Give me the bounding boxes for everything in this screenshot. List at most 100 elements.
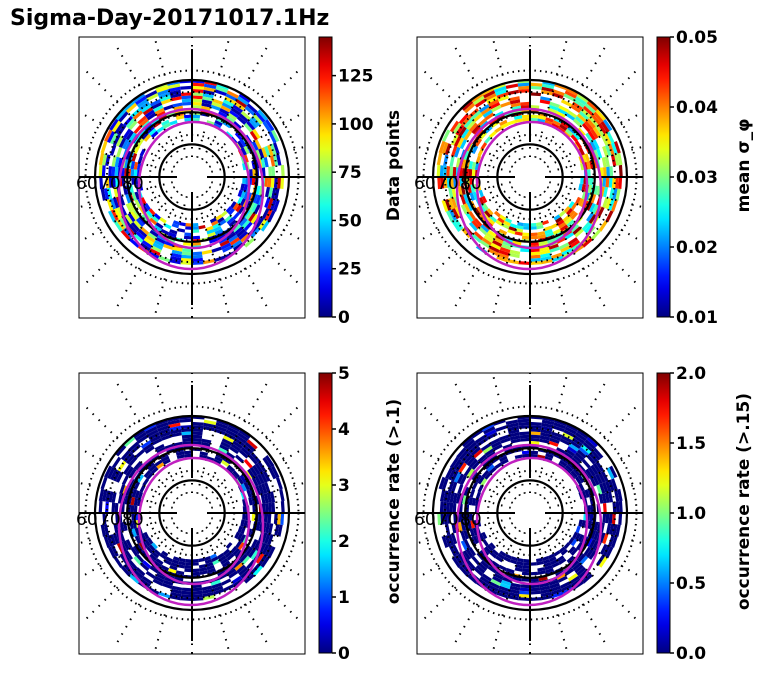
heatmap-cell (497, 588, 509, 596)
heatmap-cell (142, 106, 154, 116)
heatmap-cell (498, 455, 508, 463)
heatmap-cell (192, 261, 204, 265)
heatmap-cell (518, 593, 530, 598)
heatmap-cell (521, 114, 530, 119)
heatmap-cell (133, 505, 138, 513)
heatmap-cell (119, 522, 125, 532)
heatmap-cell (436, 164, 441, 177)
heatmap-cell (182, 248, 192, 253)
heatmap-cell (133, 569, 144, 579)
heatmap-cell (497, 95, 509, 102)
heatmap-cell (492, 239, 503, 248)
heatmap-cell (601, 156, 607, 168)
heatmap-cell (485, 232, 496, 241)
heatmap-cell (519, 431, 530, 436)
heatmap-cell (255, 217, 265, 228)
heatmap-cell (565, 423, 579, 432)
heatmap-cell (155, 573, 166, 581)
heatmap-cell (217, 216, 225, 224)
heatmap-cell (255, 149, 262, 160)
heatmap-cell (101, 153, 108, 166)
heatmap-cell (264, 119, 275, 131)
heatmap-cell (469, 192, 475, 202)
heatmap-cell (260, 472, 268, 483)
heatmap-cell (530, 242, 539, 246)
heatmap-cell (451, 522, 457, 534)
heatmap-cell (192, 597, 204, 601)
heatmap-cell (146, 472, 154, 480)
heatmap-cell (468, 211, 477, 221)
heatmap-cell (240, 147, 247, 156)
heatmap-cell (173, 441, 184, 447)
heatmap-cell (184, 568, 192, 573)
heatmap-cell (574, 564, 584, 574)
heatmap-cell (174, 576, 184, 582)
heatmap-cell (536, 221, 543, 227)
heatmap-cell (509, 99, 521, 105)
heatmap-cell (134, 199, 141, 209)
heatmap-cell (267, 144, 274, 156)
heatmap-cell (164, 576, 175, 583)
heatmap-cell (248, 212, 256, 222)
heatmap-cell (600, 120, 610, 133)
heatmap-cell (520, 437, 530, 442)
heatmap-cell (142, 442, 154, 452)
heatmap-cell (192, 251, 203, 256)
heatmap-cell (618, 500, 623, 513)
heatmap-cell (575, 525, 581, 534)
heatmap-cell (478, 189, 484, 198)
heatmap-cell (593, 521, 599, 531)
heatmap-cell (150, 466, 159, 475)
heatmap-cell (135, 567, 146, 577)
heatmap-cell (503, 220, 511, 227)
heatmap-cell (122, 464, 132, 475)
heatmap-cell (482, 90, 496, 99)
heatmap-cell (125, 150, 132, 160)
heatmap-cell (220, 105, 231, 113)
heatmap-cell (604, 156, 610, 167)
heatmap-cell (521, 450, 530, 455)
heatmap-cell (168, 86, 181, 93)
heatmap-cell (602, 533, 609, 545)
heatmap-cell (581, 154, 587, 163)
heatmap-cell (246, 489, 252, 498)
heatmap-cell (436, 152, 443, 166)
heatmap-cell (523, 223, 530, 227)
heatmap-cell (102, 513, 107, 525)
heatmap-cell (563, 429, 576, 438)
heatmap-cell (144, 123, 153, 132)
heatmap-cell (228, 570, 239, 579)
heatmap-cell (490, 578, 501, 587)
heatmap-cell (235, 98, 247, 108)
heatmap-cell (505, 83, 519, 89)
auroral-oval (117, 443, 265, 607)
latitude-label: 80 (460, 510, 482, 530)
heatmap-cell (471, 233, 482, 243)
heatmap-cell (530, 434, 541, 439)
heatmap-cell (198, 224, 206, 230)
heatmap-cell (470, 184, 475, 193)
heatmap-cell (218, 555, 227, 563)
heatmap-cell (156, 126, 165, 134)
heatmap-cell (559, 123, 568, 131)
heatmap-cell (222, 548, 231, 556)
heatmap-cell (147, 586, 160, 595)
heatmap-cell (551, 591, 564, 599)
heatmap-cell (147, 232, 158, 241)
heatmap-cell (530, 226, 537, 230)
heatmap-cell (211, 101, 222, 108)
heatmap-cell (477, 118, 487, 127)
heatmap-cell (582, 105, 594, 116)
heatmap-cell (214, 455, 223, 463)
heatmap-cell (111, 155, 117, 167)
heatmap-cell (110, 545, 119, 557)
heatmap-cell (553, 422, 566, 430)
heatmap-cell (267, 534, 274, 546)
heatmap-cell (530, 584, 540, 589)
heatmap-cell (225, 429, 238, 438)
heatmap-cell (439, 165, 444, 177)
heatmap-cell (501, 223, 510, 230)
heatmap-cell (184, 232, 192, 237)
heatmap-cell (221, 560, 231, 568)
heatmap-cell (487, 217, 496, 226)
